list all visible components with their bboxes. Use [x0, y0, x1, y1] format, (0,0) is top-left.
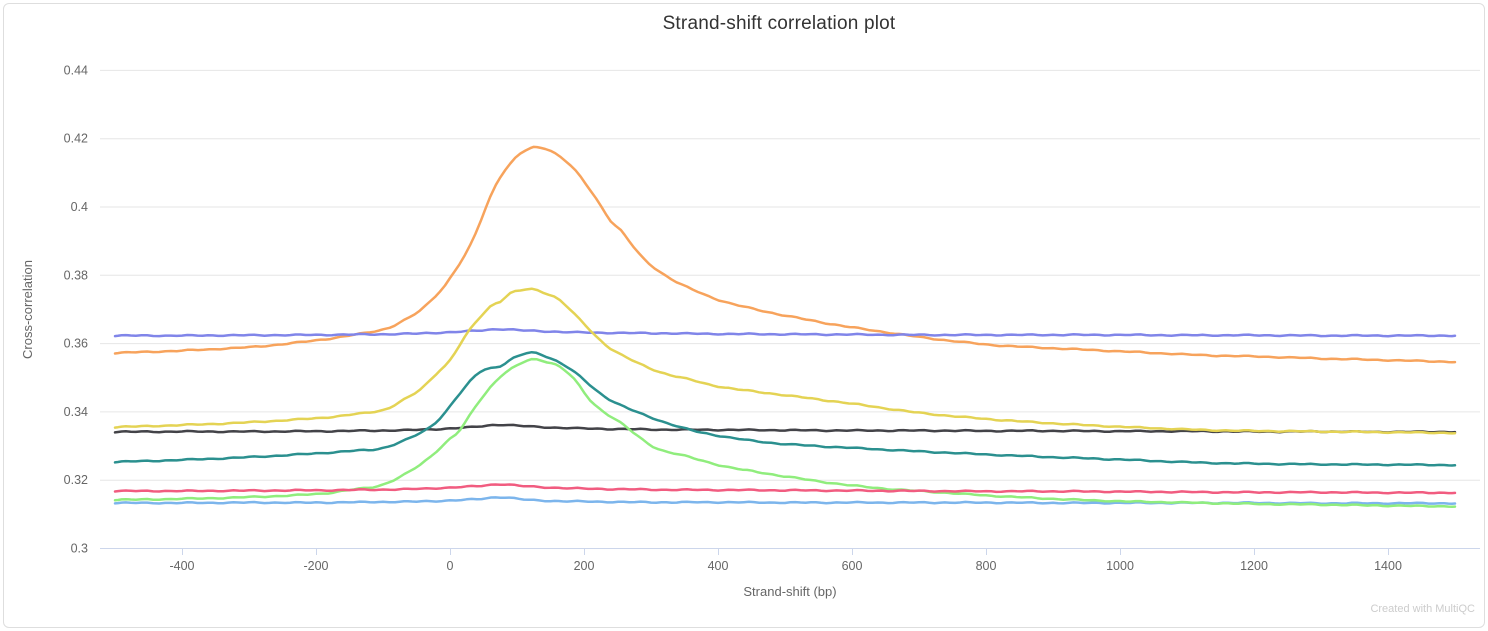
multiqc-watermark: Created with MultiQC [1370, 603, 1475, 615]
y-tick-label: 0.32 [64, 473, 88, 487]
x-tick-label: -200 [303, 559, 328, 573]
x-tick-label: 0 [447, 559, 454, 573]
x-tick-label: 200 [574, 559, 595, 573]
y-tick-label: 0.42 [64, 132, 88, 146]
x-tick-label: 600 [842, 559, 863, 573]
y-axis-title-wrap: Cross-correlation [16, 70, 38, 548]
y-tick-label: 0.44 [64, 63, 88, 77]
series-line-light-green[interactable] [113, 357, 1457, 509]
y-tick-label: 0.3 [71, 542, 88, 556]
x-axis-title: Strand-shift (bp) [743, 584, 837, 599]
y-tick-label: 0.36 [64, 337, 88, 351]
y-tick-labels: 0.3 0.32 0.34 0.36 0.38 0.4 0.42 0.44 [64, 63, 88, 555]
chart-title: Strand-shift correlation plot [662, 13, 896, 34]
series-lines [113, 145, 1457, 509]
x-tick-label: 1200 [1240, 559, 1268, 573]
series-line-orange[interactable] [113, 145, 1457, 364]
x-tick-label: 1000 [1106, 559, 1134, 573]
y-axis-title: Cross-correlation [19, 259, 35, 359]
x-tick-label: 1400 [1374, 559, 1402, 573]
series-line-pink[interactable] [113, 483, 1457, 495]
y-tick-label: 0.4 [71, 200, 88, 214]
x-axis [100, 548, 1480, 555]
x-tick-label: -400 [169, 559, 194, 573]
series-line-yellow[interactable] [113, 287, 1457, 435]
x-tick-label: 400 [708, 559, 729, 573]
y-tick-label: 0.38 [64, 268, 88, 282]
series-line-teal[interactable] [113, 350, 1457, 467]
x-tick-labels: -400 -200 0 200 400 600 800 1000 1200 1400 [169, 559, 1401, 573]
series-line-purple[interactable] [113, 327, 1457, 338]
x-tick-label: 800 [976, 559, 997, 573]
y-tick-label: 0.34 [64, 405, 88, 419]
